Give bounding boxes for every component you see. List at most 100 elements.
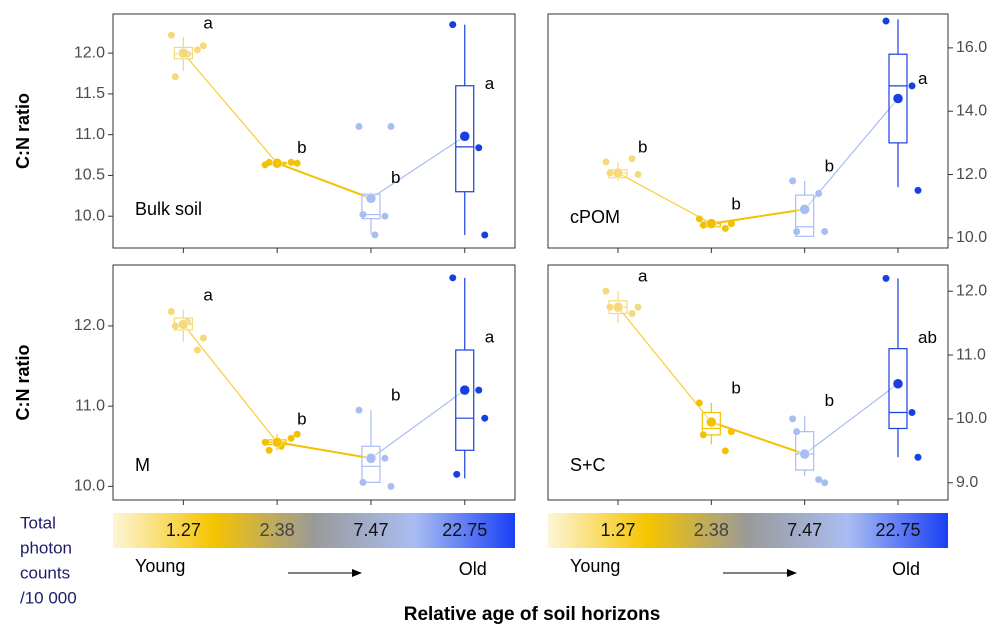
mean-point	[178, 47, 189, 59]
significance-letter: a	[918, 69, 928, 88]
mean-line	[370, 389, 466, 459]
data-point	[381, 454, 389, 462]
data-point	[199, 334, 207, 342]
mean-line	[276, 162, 372, 200]
y-tick-label: 10.0	[74, 478, 105, 495]
data-point	[199, 42, 207, 50]
data-point	[265, 446, 273, 454]
mean-point	[892, 378, 904, 390]
mean-point	[892, 93, 904, 104]
data-point	[628, 310, 636, 318]
mean-point	[459, 384, 470, 396]
data-point	[265, 158, 273, 166]
data-point	[481, 414, 489, 422]
mean-point	[271, 437, 283, 448]
box	[361, 445, 381, 483]
data-point	[721, 447, 729, 455]
data-point	[634, 171, 642, 179]
data-point	[821, 228, 829, 236]
colorbar-label: 1.27	[166, 520, 201, 540]
data-point	[359, 211, 367, 219]
y-axis-title: C:N ratio	[13, 93, 33, 169]
panel-frame	[547, 264, 949, 501]
y-tick-label: 10.0	[74, 207, 105, 224]
data-point	[355, 406, 363, 414]
data-point	[908, 82, 916, 90]
mean-line	[804, 383, 899, 455]
data-point	[628, 155, 636, 163]
panel-label: S+C	[570, 455, 606, 475]
old-label: Old	[459, 559, 487, 579]
mean-point	[365, 453, 377, 464]
y-tick-label: 11.0	[75, 397, 105, 414]
legend-title: /10 000	[20, 588, 77, 607]
mean-line	[711, 421, 805, 455]
data-point	[359, 478, 367, 486]
mean-line	[276, 441, 372, 460]
colorbar	[548, 513, 948, 548]
y-tick-label: 14.0	[956, 102, 987, 119]
young-label: Young	[570, 556, 620, 576]
data-point	[381, 212, 389, 220]
data-point	[789, 177, 797, 185]
data-point	[882, 274, 890, 282]
data-point	[606, 169, 614, 177]
colorbar-label: 2.38	[694, 520, 729, 540]
box	[795, 194, 815, 237]
y-tick-label: 12.0	[74, 317, 105, 334]
young-label: Young	[135, 556, 185, 576]
significance-letter: a	[485, 327, 495, 346]
colorbar	[113, 513, 515, 548]
mean-point	[799, 448, 810, 460]
data-point	[908, 409, 916, 417]
y-tick-label: 10.0	[956, 410, 987, 427]
data-point	[453, 470, 461, 478]
data-point	[371, 231, 379, 239]
mean-point	[706, 416, 717, 428]
y-tick-label: 12.0	[74, 44, 105, 61]
data-point	[815, 476, 823, 484]
y-axis-title: C:N ratio	[13, 344, 33, 420]
significance-letter: b	[391, 168, 400, 187]
legend-title: photon	[20, 538, 72, 557]
data-point	[475, 144, 483, 152]
colorbar-label: 22.75	[442, 520, 487, 540]
data-point	[695, 399, 703, 407]
colorbar-label: 2.38	[260, 520, 295, 540]
data-point	[261, 438, 269, 446]
panel-frame	[112, 264, 516, 501]
y-tick-label: 11.0	[75, 126, 105, 143]
data-point	[193, 346, 201, 354]
data-point	[727, 428, 735, 436]
box	[455, 349, 475, 451]
mean-point	[612, 301, 624, 313]
mean-point	[178, 319, 189, 330]
panel-label: M	[135, 455, 150, 475]
data-point	[387, 482, 395, 490]
significance-letter: b	[638, 137, 647, 156]
significance-letter: b	[825, 391, 834, 410]
data-point	[882, 17, 890, 25]
significance-letter: ab	[918, 328, 937, 347]
data-point	[287, 158, 295, 166]
data-point	[634, 303, 642, 311]
data-point	[821, 479, 829, 487]
x-axis-title: Relative age of soil horizons	[404, 604, 661, 625]
y-tick-label: 9.0	[956, 474, 978, 491]
mean-line	[182, 52, 278, 164]
panel-label: Bulk soil	[135, 199, 202, 219]
data-point	[793, 228, 801, 236]
mean-line	[617, 172, 712, 225]
data-point	[606, 303, 614, 311]
significance-letter: b	[391, 386, 400, 405]
legend-title: Total	[20, 513, 56, 532]
y-tick-label: 11.5	[75, 85, 105, 102]
data-point	[167, 308, 175, 316]
data-point	[387, 123, 395, 131]
mean-line	[370, 135, 466, 199]
mean-line	[182, 323, 278, 443]
data-point	[293, 159, 301, 167]
y-tick-label: 16.0	[956, 39, 987, 56]
